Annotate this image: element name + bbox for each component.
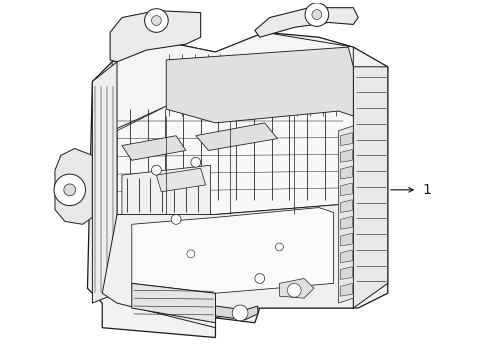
Polygon shape	[341, 283, 352, 296]
Circle shape	[54, 174, 85, 206]
Polygon shape	[110, 11, 201, 62]
Circle shape	[305, 3, 329, 26]
Polygon shape	[196, 123, 277, 150]
Circle shape	[255, 274, 265, 283]
Polygon shape	[341, 233, 352, 246]
Polygon shape	[341, 133, 352, 145]
Circle shape	[64, 184, 75, 196]
Polygon shape	[122, 165, 211, 215]
Polygon shape	[132, 283, 216, 323]
Circle shape	[275, 243, 283, 251]
Circle shape	[191, 157, 201, 167]
Circle shape	[287, 283, 301, 297]
Polygon shape	[156, 168, 206, 192]
Polygon shape	[93, 62, 117, 303]
Polygon shape	[112, 32, 353, 131]
Circle shape	[187, 250, 195, 258]
Polygon shape	[341, 250, 352, 263]
Circle shape	[232, 305, 248, 321]
Polygon shape	[341, 183, 352, 196]
Polygon shape	[341, 200, 352, 212]
Polygon shape	[341, 216, 352, 229]
Circle shape	[171, 215, 181, 224]
Polygon shape	[216, 306, 258, 320]
Text: 1: 1	[422, 183, 431, 197]
Polygon shape	[132, 208, 334, 293]
Polygon shape	[88, 32, 388, 338]
Polygon shape	[341, 166, 352, 179]
Polygon shape	[279, 278, 314, 298]
Polygon shape	[166, 47, 353, 123]
Circle shape	[151, 165, 161, 175]
Circle shape	[145, 9, 168, 32]
Polygon shape	[255, 8, 358, 37]
Polygon shape	[102, 200, 353, 328]
Circle shape	[312, 10, 322, 19]
Polygon shape	[353, 67, 388, 308]
Circle shape	[151, 15, 161, 26]
Polygon shape	[341, 149, 352, 162]
Polygon shape	[122, 136, 186, 160]
Polygon shape	[341, 267, 352, 279]
Polygon shape	[339, 126, 353, 303]
Polygon shape	[55, 148, 93, 224]
Polygon shape	[117, 106, 353, 229]
